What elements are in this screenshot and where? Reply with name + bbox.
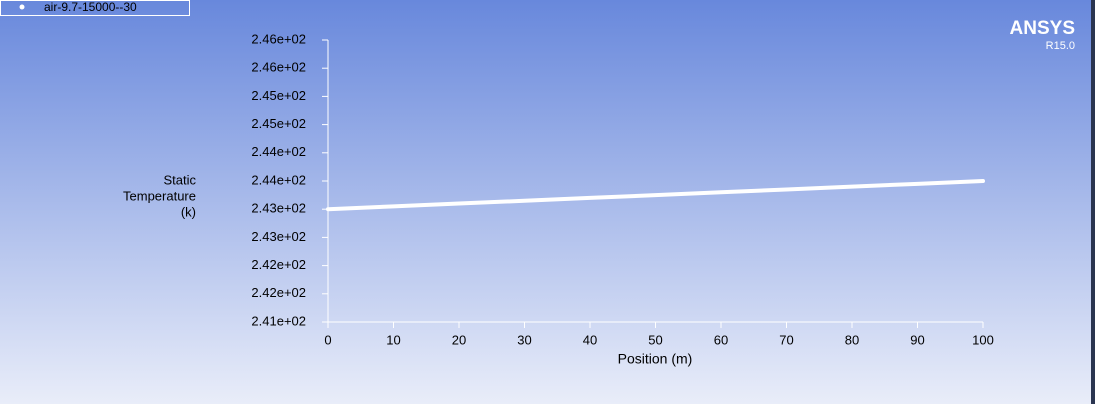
y-tick-label: 2.44e+02 <box>251 144 306 159</box>
y-tick-label: 2.45e+02 <box>251 116 306 131</box>
x-tick-label: 40 <box>583 332 597 347</box>
y-tick-label: 2.44e+02 <box>251 172 306 187</box>
y-tick-label: 2.46e+02 <box>251 31 306 46</box>
y-tick-label: 2.43e+02 <box>251 229 306 244</box>
y-tick-label: 2.43e+02 <box>251 201 306 216</box>
legend-box <box>0 0 190 16</box>
y-tick-label: 2.46e+02 <box>251 60 306 75</box>
x-tick-label: 100 <box>972 332 994 347</box>
x-tick-label: 70 <box>779 332 793 347</box>
x-tick-label: 60 <box>714 332 728 347</box>
logo-name: ANSYS <box>1010 18 1075 39</box>
x-tick-label: 10 <box>386 332 400 347</box>
x-tick-label: 20 <box>452 332 466 347</box>
y-tick-label: 2.42e+02 <box>251 257 306 272</box>
x-tick-label: 50 <box>648 332 662 347</box>
legend-label: air-9.7-15000--30 <box>44 0 137 14</box>
window-edge <box>1091 0 1095 404</box>
y-axis-label: Temperature <box>123 188 196 203</box>
y-axis-label: (k) <box>181 204 196 219</box>
y-tick-label: 2.41e+02 <box>251 313 306 328</box>
logo-version: R15.0 <box>1046 40 1075 52</box>
x-tick-label: 30 <box>517 332 531 347</box>
y-tick-label: 2.42e+02 <box>251 285 306 300</box>
y-tick-label: 2.45e+02 <box>251 88 306 103</box>
x-axis-label: Position (m) <box>618 351 693 367</box>
x-tick-label: 0 <box>324 332 331 347</box>
data-line <box>326 179 985 212</box>
legend-marker <box>19 4 25 10</box>
x-tick-label: 90 <box>910 332 924 347</box>
x-tick-label: 80 <box>845 332 859 347</box>
y-axis-label: Static <box>163 172 196 187</box>
